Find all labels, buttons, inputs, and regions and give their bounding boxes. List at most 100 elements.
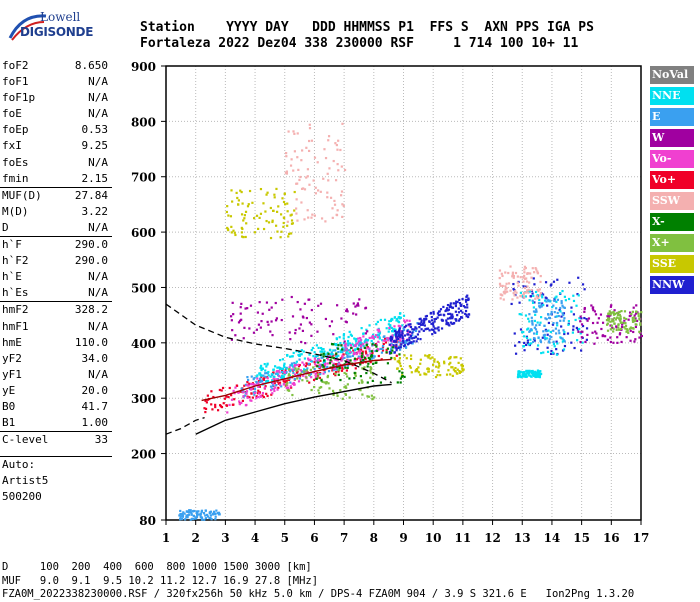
echo-point [301, 370, 304, 373]
echo-point [417, 366, 420, 369]
echo-point [265, 380, 268, 383]
echo-point [290, 222, 294, 225]
echo-point [291, 368, 294, 371]
echo-point [259, 326, 262, 329]
echo-point [214, 512, 217, 515]
echo-point [536, 321, 539, 324]
echo-point [359, 389, 362, 392]
echo-point [321, 380, 324, 383]
echo-point [179, 518, 182, 521]
echo-point [521, 375, 524, 378]
echo-point [298, 358, 301, 361]
logo-swoosh-icon [8, 14, 47, 41]
echo-point [352, 349, 355, 352]
echo-point [376, 333, 380, 337]
echo-point [342, 337, 345, 340]
echo-point [364, 350, 367, 353]
echo-point [540, 304, 543, 307]
echo-point [525, 335, 528, 338]
echo-point [368, 358, 371, 361]
echo-point [225, 210, 228, 214]
echo-point [334, 358, 337, 361]
echo-point [448, 305, 451, 309]
echo-point [198, 513, 201, 516]
x-tick-label: 13 [514, 531, 531, 545]
echo-point [390, 326, 393, 330]
echo-point [220, 389, 223, 392]
echo-point [366, 365, 369, 368]
echo-point [299, 372, 302, 375]
echo-point [354, 343, 357, 347]
echo-point [399, 337, 402, 340]
echo-point [225, 404, 228, 407]
echo-point [259, 187, 263, 191]
echo-point [349, 342, 352, 345]
echo-point [276, 210, 279, 213]
echo-point [275, 378, 278, 381]
echo-point [419, 358, 422, 361]
echo-point [374, 334, 378, 337]
echo-point [269, 330, 272, 333]
echo-point [259, 212, 263, 215]
echo-point [623, 310, 627, 313]
echo-point [411, 333, 414, 336]
echo-point [335, 143, 338, 147]
echo-point [313, 156, 317, 159]
echo-point [408, 365, 412, 368]
echo-point [403, 319, 406, 322]
echo-point [498, 276, 501, 280]
echo-point [248, 396, 251, 399]
echo-point [320, 346, 323, 350]
echo-point [206, 398, 209, 401]
echo-point [344, 345, 347, 348]
echo-point [410, 371, 413, 374]
param-value: 1.00 [81, 416, 109, 430]
echo-point [609, 305, 613, 308]
param-row: hmF2 328.2 [0, 301, 112, 318]
echo-point [609, 313, 612, 316]
echo-point [238, 319, 242, 322]
echo-point [211, 408, 214, 411]
echo-point [418, 330, 421, 333]
echo-point [446, 309, 449, 312]
echo-point [178, 514, 181, 517]
echo-point [458, 369, 461, 373]
echo-point [391, 334, 394, 337]
echo-point [631, 320, 635, 323]
echo-point [629, 329, 632, 332]
echo-point [623, 319, 626, 322]
echo-point [300, 340, 303, 344]
echo-point [451, 322, 454, 325]
echo-point [611, 326, 614, 330]
echo-point [322, 361, 326, 364]
echo-point [317, 189, 320, 192]
echo-point [273, 375, 276, 378]
echo-point [363, 366, 366, 369]
echo-point [329, 196, 333, 199]
param-label: C-level [2, 433, 49, 447]
echo-point [636, 311, 639, 314]
echo-point [340, 165, 343, 168]
echo-point [440, 327, 444, 330]
echo-point [290, 232, 293, 235]
echo-point [353, 371, 356, 375]
echo-point [550, 310, 553, 314]
echo-point [553, 311, 556, 314]
echo-point [361, 352, 364, 355]
echo-point [241, 202, 244, 205]
echo-point [531, 301, 535, 304]
echo-point [618, 332, 622, 335]
echo-point [331, 216, 334, 219]
echo-point [527, 343, 531, 346]
echo-point [359, 339, 362, 342]
echo-point [335, 352, 338, 355]
echo-point [310, 334, 313, 337]
echo-point [596, 336, 599, 339]
echo-point [556, 324, 559, 327]
echo-point [436, 373, 439, 377]
echo-point [457, 319, 461, 322]
header-line-2: Fortaleza 2022 Dez04 338 230000 RSF 1 71… [140, 36, 579, 51]
echo-point [512, 282, 515, 286]
echo-point [402, 328, 406, 332]
echo-point [360, 342, 363, 345]
